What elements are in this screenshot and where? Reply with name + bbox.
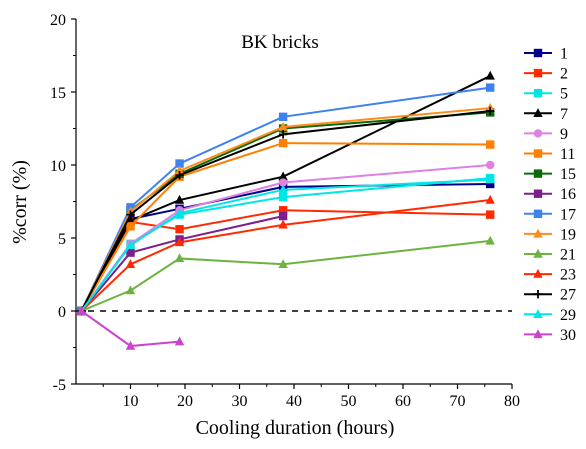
legend-label-9: 9 bbox=[560, 126, 568, 143]
y-tick-label: 10 bbox=[50, 158, 66, 175]
series-point-2 bbox=[278, 206, 288, 215]
series-point-17 bbox=[278, 112, 288, 122]
series-point-7 bbox=[174, 194, 185, 204]
legend-marker-29 bbox=[533, 309, 543, 318]
legend-marker-2 bbox=[533, 68, 543, 78]
legend-label-29: 29 bbox=[560, 307, 576, 324]
series-point-27 bbox=[278, 130, 288, 139]
x-tick-label: 40 bbox=[286, 393, 302, 410]
legend-marker-7 bbox=[533, 108, 543, 117]
chart-title: BK bricks bbox=[241, 32, 319, 53]
series-point-23 bbox=[174, 237, 185, 247]
series-point-30 bbox=[174, 336, 185, 346]
legend-label-7: 7 bbox=[560, 106, 568, 123]
series-point-21 bbox=[485, 235, 495, 245]
legend-marker-1 bbox=[533, 48, 543, 58]
series-point-11 bbox=[486, 140, 495, 149]
series-point-23 bbox=[125, 259, 136, 268]
series-point-7 bbox=[278, 171, 288, 181]
series-point-7 bbox=[485, 70, 495, 80]
legend-marker-17 bbox=[533, 209, 543, 218]
legend-label-1: 1 bbox=[560, 46, 568, 63]
series-point-21 bbox=[278, 259, 288, 268]
x-tick-label: 20 bbox=[177, 393, 193, 410]
series-point-29 bbox=[125, 240, 136, 249]
x-tick-label: 10 bbox=[123, 393, 139, 410]
series-point-5 bbox=[278, 192, 288, 202]
series-point-23 bbox=[278, 219, 288, 229]
x-tick-label: 50 bbox=[341, 393, 357, 410]
series-point-16 bbox=[126, 248, 135, 257]
series-point-2 bbox=[175, 225, 184, 234]
series-line-21 bbox=[81, 239, 491, 312]
legend-marker-19 bbox=[533, 228, 543, 238]
y-tick-label: 0 bbox=[58, 304, 66, 321]
y-axis-title: %corr (%) bbox=[9, 160, 31, 244]
legend-label-30: 30 bbox=[560, 327, 576, 344]
series-point-29 bbox=[278, 184, 288, 194]
legend-marker-16 bbox=[533, 189, 543, 198]
series-point-11 bbox=[126, 222, 135, 231]
series-point-19 bbox=[278, 121, 288, 131]
series-point-27 bbox=[175, 171, 184, 180]
legend-marker-30 bbox=[533, 329, 543, 339]
series-point-30 bbox=[76, 305, 87, 315]
legend-label-21: 21 bbox=[560, 247, 576, 264]
series-point-2 bbox=[486, 210, 495, 219]
x-tick-label: 70 bbox=[450, 393, 466, 410]
series-point-16 bbox=[278, 211, 288, 221]
series-point-21 bbox=[174, 253, 185, 263]
series-point-29 bbox=[485, 174, 495, 184]
series-point-21 bbox=[125, 285, 136, 295]
legend-marker-5 bbox=[533, 89, 543, 98]
legend-label-19: 19 bbox=[560, 226, 576, 243]
legend-marker-21 bbox=[533, 248, 543, 258]
x-tick-label: 80 bbox=[504, 393, 520, 410]
y-tick-label: 5 bbox=[58, 231, 66, 248]
x-tick-label: 30 bbox=[232, 393, 248, 410]
series-point-29 bbox=[174, 207, 185, 217]
x-axis-title: Cooling duration (hours) bbox=[196, 417, 395, 439]
legend-marker-27 bbox=[533, 290, 543, 299]
series-line-16 bbox=[80, 215, 284, 312]
series-point-11 bbox=[278, 138, 288, 148]
legend: 1 2 5 7 9 11 15 16 17 19 21 23 27 29 30 bbox=[524, 46, 576, 344]
series-point-9 bbox=[278, 178, 288, 187]
legend-label-5: 5 bbox=[560, 86, 568, 103]
series-point-17 bbox=[175, 159, 184, 168]
legend-marker-23 bbox=[533, 268, 543, 278]
legend-label-2: 2 bbox=[560, 66, 568, 83]
legend-marker-15 bbox=[533, 169, 543, 178]
series-point-1 bbox=[486, 179, 495, 189]
legend-label-15: 15 bbox=[560, 166, 576, 183]
legend-label-27: 27 bbox=[560, 287, 576, 304]
series-point-7 bbox=[125, 215, 136, 225]
series-point-17 bbox=[486, 83, 495, 92]
series-point-30 bbox=[125, 340, 136, 350]
y-tick-label: 15 bbox=[50, 85, 66, 102]
series-line-30 bbox=[80, 310, 180, 348]
legend-label-16: 16 bbox=[560, 186, 576, 203]
plot-area: -5 0 5 10 15 20 10 20 30 40 50 60 70 80 bbox=[50, 12, 520, 410]
series-point-9 bbox=[486, 160, 495, 170]
series-point-27 bbox=[126, 210, 135, 219]
series-point-23 bbox=[485, 194, 495, 204]
y-tick-label: -5 bbox=[53, 377, 66, 394]
legend-label-23: 23 bbox=[560, 267, 576, 284]
y-tick-label: 20 bbox=[50, 12, 66, 29]
series-point-27 bbox=[486, 106, 495, 116]
legend-marker-9 bbox=[533, 129, 543, 138]
x-tick-label: 60 bbox=[395, 393, 411, 410]
series-point-19 bbox=[174, 165, 185, 175]
legend-label-17: 17 bbox=[560, 206, 576, 223]
legend-marker-11 bbox=[533, 149, 543, 158]
legend-label-11: 11 bbox=[560, 146, 575, 163]
